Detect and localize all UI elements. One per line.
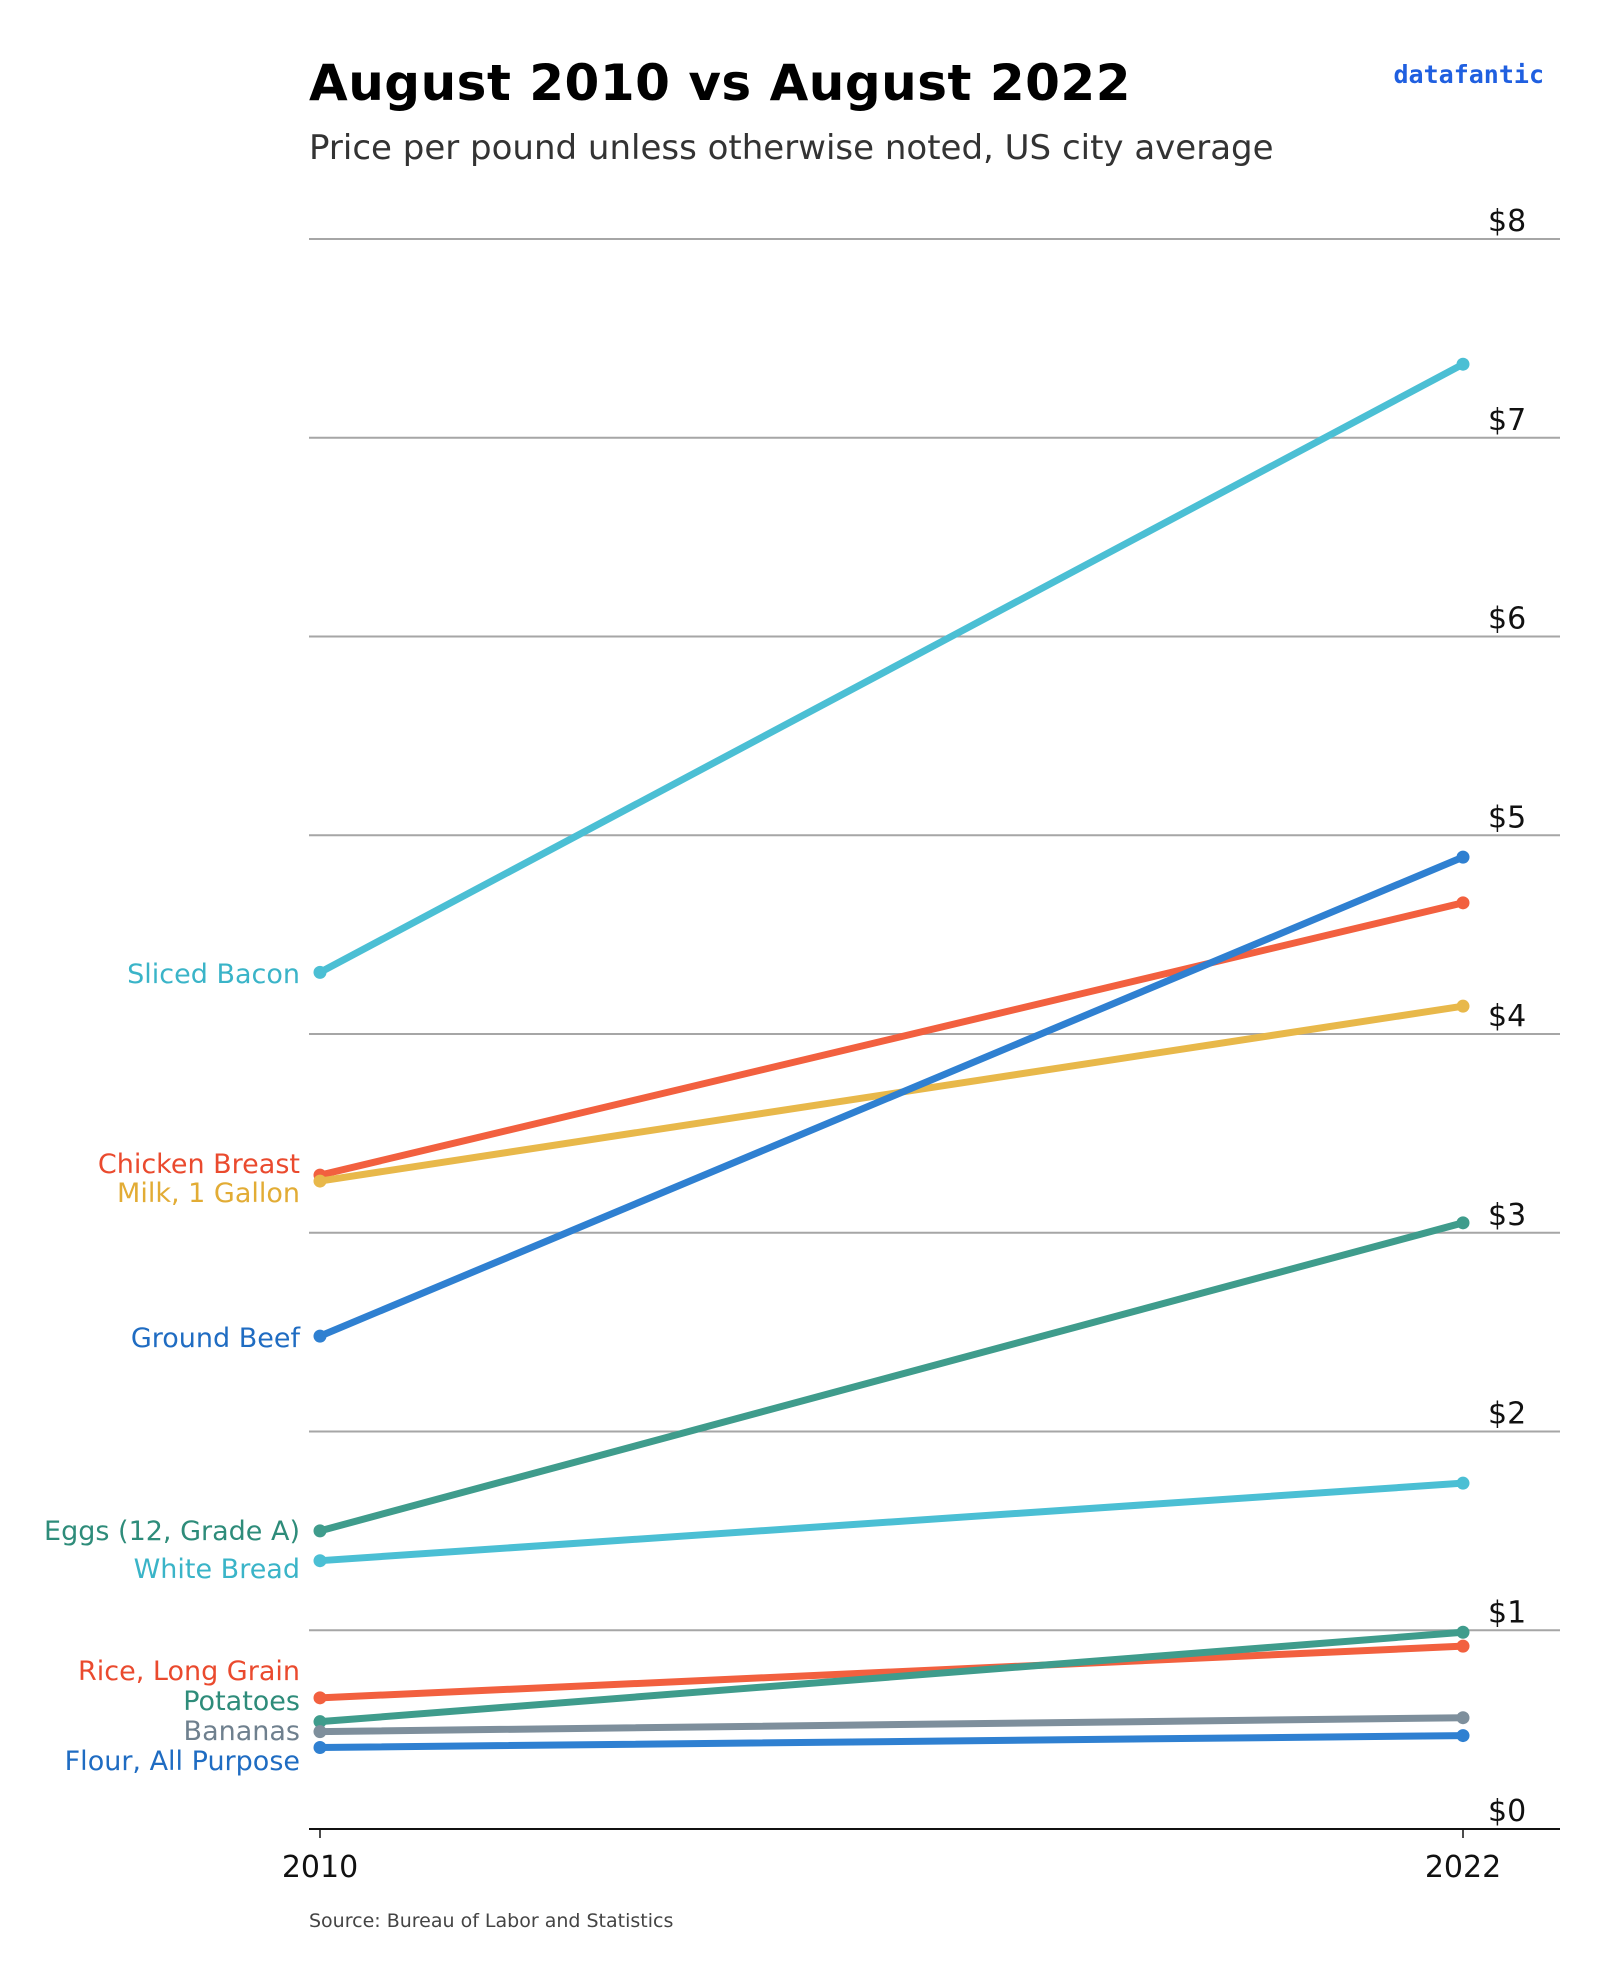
series-line <box>316 1732 1467 1752</box>
data-point <box>1456 1639 1470 1653</box>
data-point <box>313 1174 327 1188</box>
y-tick-label: $1 <box>1488 1595 1526 1630</box>
series-label: Flour, All Purpose <box>65 1746 300 1777</box>
data-point <box>1456 1476 1470 1490</box>
y-tick-label: $8 <box>1488 204 1526 239</box>
data-point <box>313 1741 327 1755</box>
series-label: White Bread <box>134 1554 300 1585</box>
series-line <box>316 853 1467 1340</box>
chart-title: August 2010 vs August 2022 <box>309 54 1131 112</box>
series-label: Ground Beef <box>131 1323 302 1354</box>
y-axis-labels: $0 $1 $2 $3 $4 $5 $6 $7 $8 <box>1488 204 1526 1829</box>
data-point <box>313 1554 327 1568</box>
series-label: Sliced Bacon <box>127 959 300 990</box>
x-axis: 2010 2022 <box>282 1828 1560 1885</box>
data-point <box>1456 1216 1470 1230</box>
y-tick-label: $4 <box>1488 999 1526 1034</box>
series-label: Potatoes <box>183 1686 300 1717</box>
y-tick-label: $3 <box>1488 1198 1526 1233</box>
series-label: Eggs (12, Grade A) <box>44 1516 300 1547</box>
data-point <box>313 1524 327 1538</box>
data-point <box>1456 999 1470 1013</box>
series-line <box>316 1219 1467 1535</box>
brand-logo: datafantic <box>1393 60 1544 89</box>
series-label: Rice, Long Grain <box>78 1656 300 1687</box>
data-point <box>1456 1711 1470 1725</box>
data-point <box>1456 1625 1470 1639</box>
chart-subtitle: Price per pound unless otherwise noted, … <box>309 128 1274 168</box>
series-line <box>316 1714 1467 1736</box>
series-lines <box>313 357 1470 1755</box>
data-point <box>1456 850 1470 864</box>
data-point <box>313 1691 327 1705</box>
data-point <box>313 1329 327 1343</box>
series-label: Bananas <box>184 1716 300 1747</box>
y-tick-label: $7 <box>1488 403 1526 438</box>
series-line <box>316 1479 1467 1565</box>
series-line <box>316 899 1467 1179</box>
data-point <box>313 1725 327 1739</box>
data-point <box>313 965 327 979</box>
data-point <box>1456 896 1470 910</box>
y-tick-label: $0 <box>1488 1794 1526 1829</box>
series-label: Chicken Breast <box>98 1149 300 1180</box>
gridlines <box>309 238 1560 1632</box>
x-tick-label: 2010 <box>282 1850 358 1885</box>
series-line <box>316 1628 1467 1726</box>
data-point <box>1456 357 1470 371</box>
y-tick-label: $2 <box>1488 1397 1526 1432</box>
data-point <box>313 1715 327 1729</box>
data-point <box>1456 1729 1470 1743</box>
y-tick-label: $5 <box>1488 800 1526 835</box>
source-note: Source: Bureau of Labor and Statistics <box>309 1910 674 1932</box>
x-tick-label: 2022 <box>1425 1850 1501 1885</box>
y-tick-label: $6 <box>1488 602 1526 637</box>
series-line <box>316 1642 1467 1702</box>
series-label: Milk, 1 Gallon <box>117 1178 300 1209</box>
series-line <box>316 360 1467 976</box>
